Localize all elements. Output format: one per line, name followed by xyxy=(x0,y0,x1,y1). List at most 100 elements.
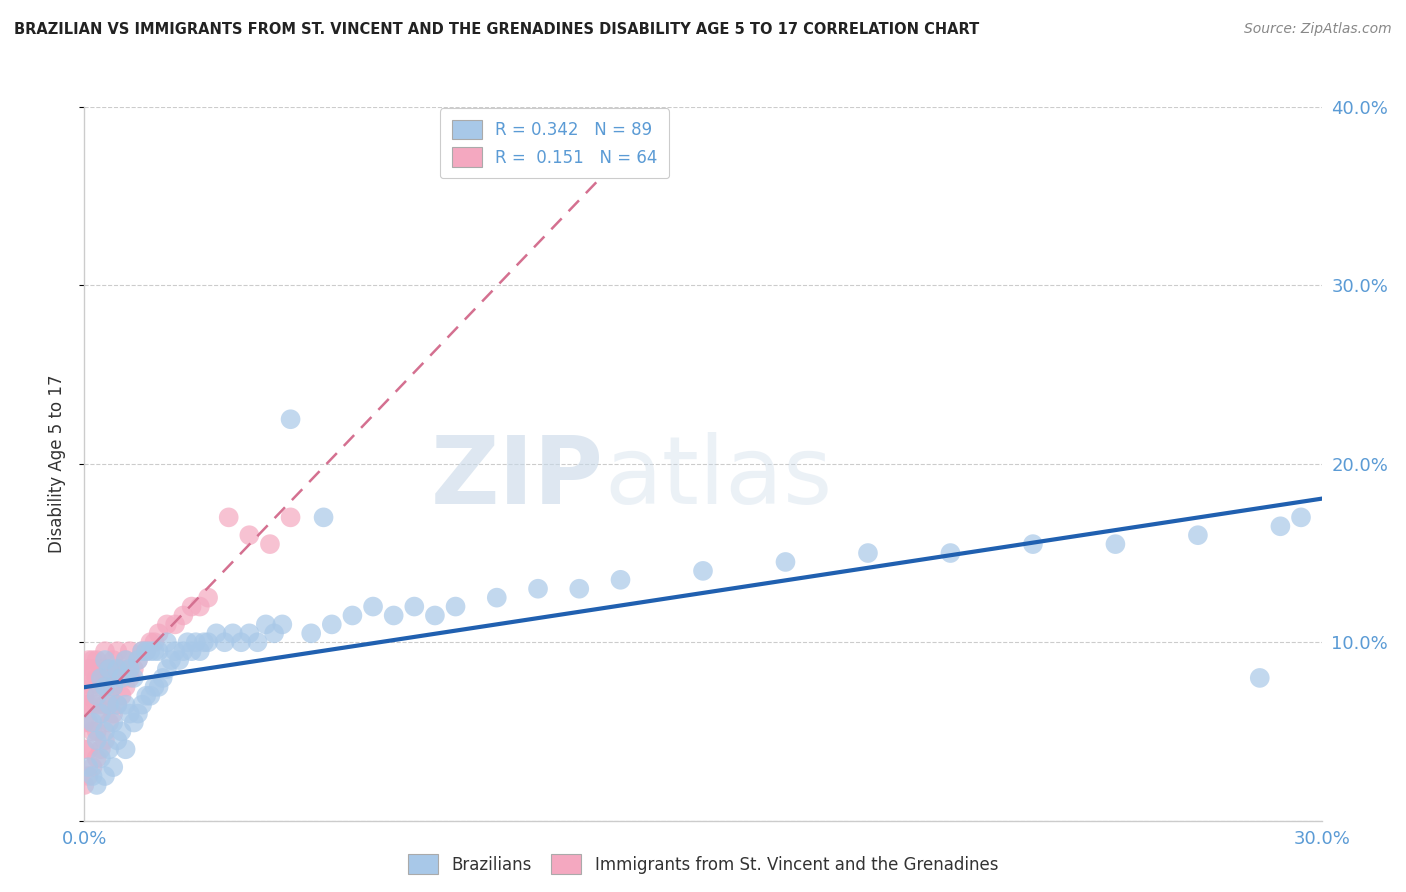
Point xyxy=(568,582,591,596)
Point xyxy=(110,689,132,703)
Text: Source: ZipAtlas.com: Source: ZipAtlas.com xyxy=(1244,22,1392,37)
Point xyxy=(90,751,112,765)
Point xyxy=(94,671,117,685)
Point xyxy=(939,546,962,560)
Point xyxy=(86,671,108,685)
Point xyxy=(143,644,166,658)
Point xyxy=(180,644,202,658)
Point xyxy=(156,617,179,632)
Point xyxy=(94,653,117,667)
Point xyxy=(105,662,128,676)
Point xyxy=(73,671,96,685)
Point xyxy=(135,689,157,703)
Point xyxy=(122,715,145,730)
Point xyxy=(105,733,128,747)
Point xyxy=(193,635,215,649)
Point xyxy=(280,412,302,426)
Point xyxy=(73,689,96,703)
Point xyxy=(114,653,136,667)
Point xyxy=(118,671,141,685)
Point xyxy=(382,608,405,623)
Point xyxy=(118,706,141,721)
Point xyxy=(1104,537,1126,551)
Point xyxy=(342,608,364,623)
Point xyxy=(98,662,121,676)
Point xyxy=(94,724,117,739)
Point xyxy=(110,724,132,739)
Point xyxy=(114,653,136,667)
Point xyxy=(135,644,157,658)
Point xyxy=(103,680,125,694)
Point xyxy=(122,671,145,685)
Point xyxy=(77,680,100,694)
Point xyxy=(105,698,128,712)
Point xyxy=(73,742,96,756)
Point xyxy=(98,698,121,712)
Point xyxy=(143,680,166,694)
Point xyxy=(229,635,252,649)
Point xyxy=(110,662,132,676)
Point xyxy=(775,555,797,569)
Point xyxy=(404,599,426,614)
Point xyxy=(167,653,190,667)
Point xyxy=(103,706,125,721)
Point xyxy=(148,680,170,694)
Point xyxy=(444,599,467,614)
Point xyxy=(98,662,121,676)
Point xyxy=(73,778,96,792)
Point xyxy=(90,742,112,756)
Point xyxy=(205,626,228,640)
Point xyxy=(82,698,104,712)
Point xyxy=(82,662,104,676)
Point xyxy=(172,644,194,658)
Point xyxy=(90,662,112,676)
Point xyxy=(139,635,162,649)
Point xyxy=(1270,519,1292,533)
Point xyxy=(139,644,162,658)
Point xyxy=(77,653,100,667)
Point xyxy=(527,582,550,596)
Point xyxy=(423,608,446,623)
Point xyxy=(856,546,879,560)
Text: ZIP: ZIP xyxy=(432,432,605,524)
Point xyxy=(94,769,117,783)
Point xyxy=(86,698,108,712)
Point xyxy=(214,635,236,649)
Point xyxy=(77,742,100,756)
Point xyxy=(172,608,194,623)
Point xyxy=(246,635,269,649)
Point xyxy=(139,689,162,703)
Point xyxy=(77,769,100,783)
Point xyxy=(105,644,128,658)
Point xyxy=(82,715,104,730)
Point xyxy=(188,644,211,658)
Point xyxy=(485,591,508,605)
Point xyxy=(176,635,198,649)
Point xyxy=(94,698,117,712)
Point xyxy=(90,671,112,685)
Point xyxy=(156,662,179,676)
Point xyxy=(86,724,108,739)
Point xyxy=(259,537,281,551)
Point xyxy=(127,706,149,721)
Point xyxy=(77,760,100,774)
Point xyxy=(94,680,117,694)
Point xyxy=(1289,510,1312,524)
Point xyxy=(118,644,141,658)
Point xyxy=(312,510,335,524)
Point xyxy=(114,742,136,756)
Point xyxy=(131,698,153,712)
Point xyxy=(86,733,108,747)
Point xyxy=(90,680,112,694)
Point xyxy=(73,698,96,712)
Point xyxy=(143,635,166,649)
Point xyxy=(98,689,121,703)
Point xyxy=(1022,537,1045,551)
Point xyxy=(184,635,207,649)
Point xyxy=(103,760,125,774)
Point xyxy=(90,706,112,721)
Point xyxy=(127,653,149,667)
Point xyxy=(321,617,343,632)
Point xyxy=(263,626,285,640)
Point xyxy=(218,510,240,524)
